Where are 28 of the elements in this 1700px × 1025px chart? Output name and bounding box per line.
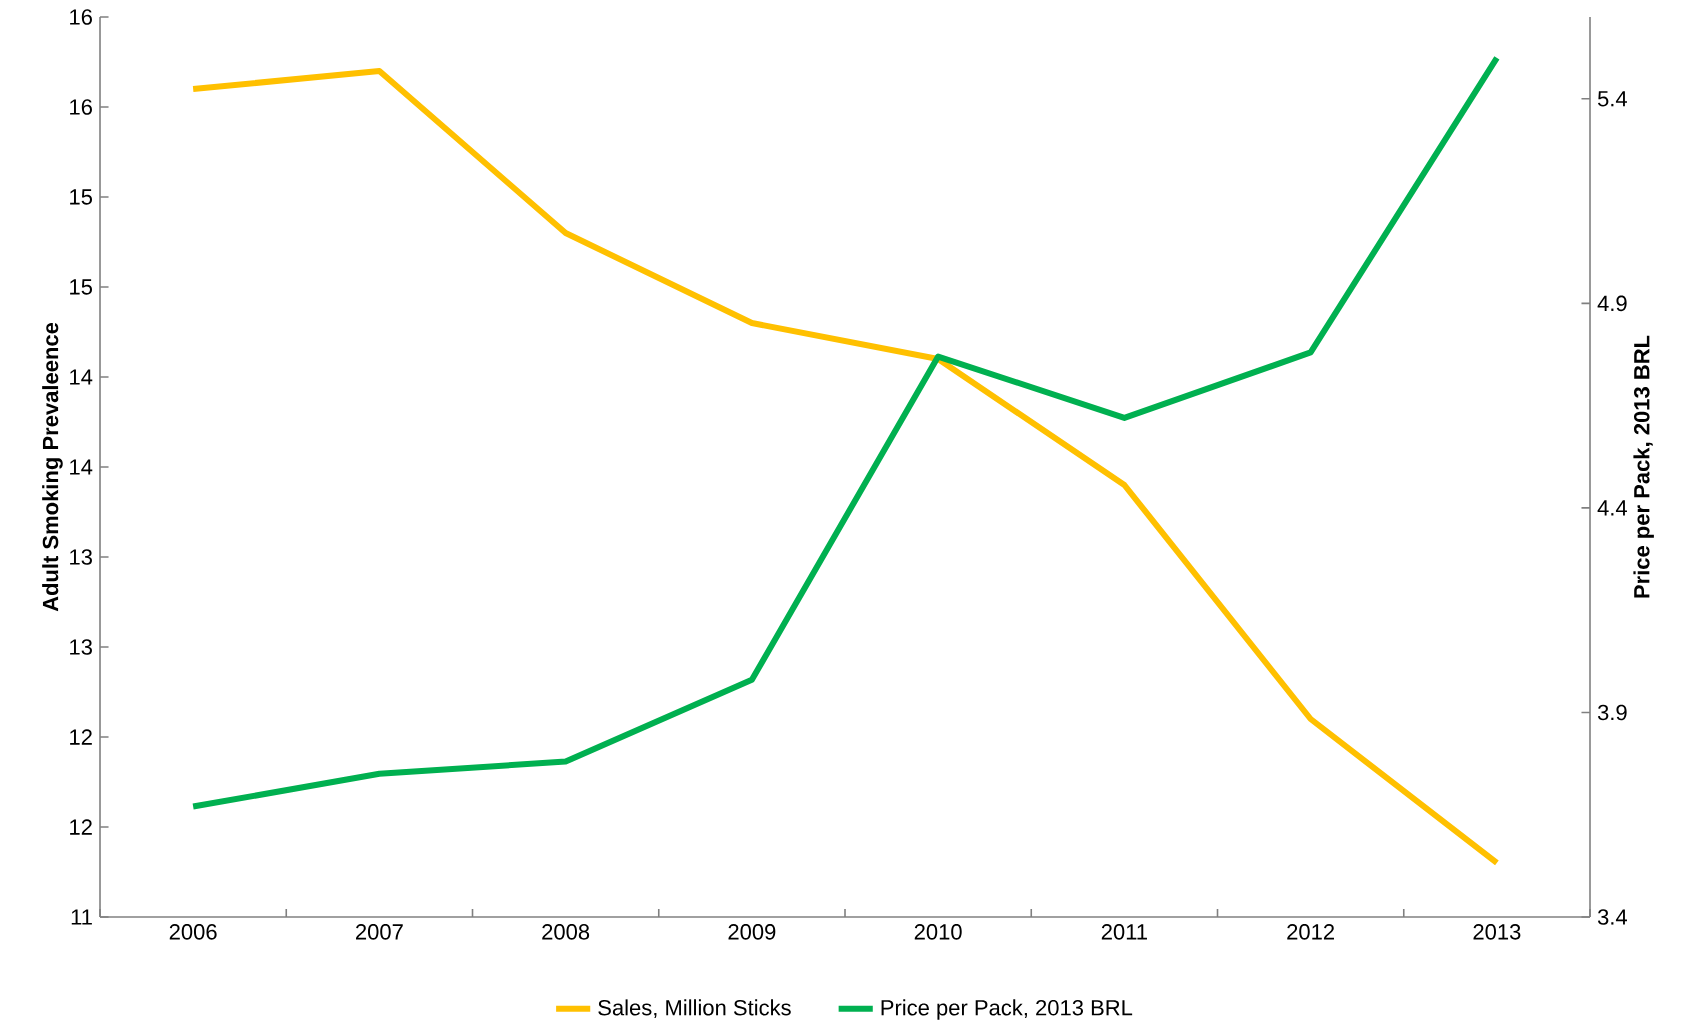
y2-tick-label: 3.4	[1597, 909, 1627, 925]
y2-tick-label: 4.9	[1597, 295, 1627, 312]
y-tick-label: 14	[70, 369, 93, 385]
y2-tick-label: 3.9	[1597, 704, 1627, 721]
y-tick-label: 11	[71, 909, 92, 925]
y-tick-label: 12	[70, 819, 92, 835]
x-tick-label: 2009	[728, 924, 776, 940]
y-axis-title: Adult Smoking Prevaleence	[42, 322, 63, 612]
x-tick-label: 2006	[169, 924, 217, 940]
y-tick-label: 16	[70, 99, 92, 115]
x-tick-label: 2008	[542, 924, 590, 940]
y2-tick-label: 5.4	[1597, 91, 1627, 107]
y-tick-label: 13	[70, 639, 92, 655]
x-tick-label: 2011	[1101, 924, 1147, 940]
legend-label: Sales, Million Sticks	[598, 999, 791, 1019]
y-tick-label: 15	[70, 279, 92, 295]
y2-tick-label: 4.4	[1597, 500, 1627, 516]
y-tick-label: 14	[70, 459, 93, 475]
x-tick-label: 2007	[356, 924, 403, 940]
legend-label: Price per Pack, 2013 BRL	[881, 999, 1133, 1020]
y-tick-label: 12	[70, 729, 92, 745]
y-tick-label: 13	[70, 549, 92, 565]
y-tick-label: 16	[70, 9, 92, 25]
y-tick-label: 15	[70, 189, 92, 205]
x-tick-label: 2012	[1287, 924, 1334, 940]
x-tick-label: 2013	[1473, 924, 1521, 940]
y2-axis-title: Price per Pack, 2013 BRL	[1633, 335, 1654, 598]
x-tick-label: 2010	[914, 924, 962, 940]
